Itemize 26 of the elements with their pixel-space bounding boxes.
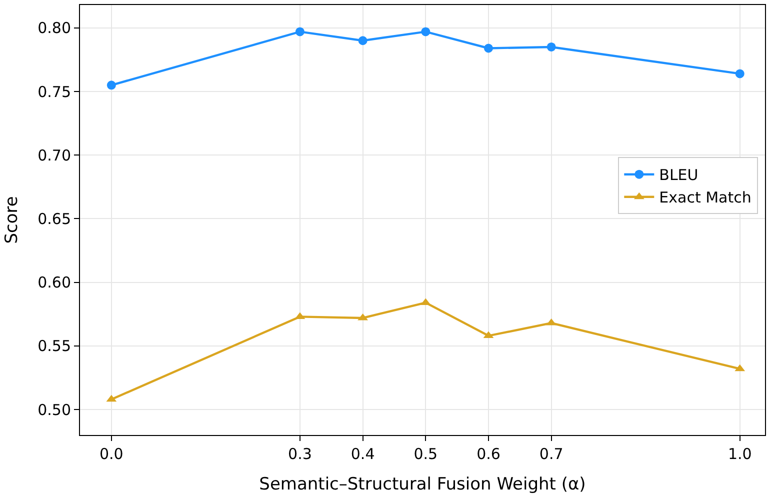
x-tick-label: 0.6 (476, 445, 500, 463)
y-tick-label: 0.60 (38, 274, 71, 292)
legend-label: Exact Match (659, 188, 752, 207)
point (546, 42, 556, 52)
y-tick-label: 0.65 (38, 210, 71, 228)
x-tick-label: 0.7 (539, 445, 564, 463)
y-tick-label: 0.70 (38, 146, 71, 164)
x-tick-label: 0.4 (350, 445, 375, 463)
x-tick-label: 0.3 (288, 445, 312, 463)
x-axis-title: Semantic–Structural Fusion Weight (α) (259, 474, 586, 494)
x-tick-label: 0.0 (99, 445, 124, 463)
point (295, 27, 304, 36)
point (358, 313, 368, 320)
y-tick-label: 0.80 (38, 19, 71, 38)
point (358, 36, 368, 46)
x-tick-label: 0.5 (414, 445, 438, 463)
point (106, 80, 116, 90)
point (421, 27, 430, 36)
y-tick-label: 0.55 (38, 337, 71, 356)
legend-label: BLEU (659, 166, 698, 184)
point (735, 69, 744, 78)
x-tick-label: 1.0 (728, 445, 752, 463)
y-tick-label: 0.50 (38, 400, 71, 419)
y-axis-title: Score (2, 196, 22, 244)
y-tick-label: 0.75 (38, 82, 71, 101)
point (484, 44, 493, 53)
